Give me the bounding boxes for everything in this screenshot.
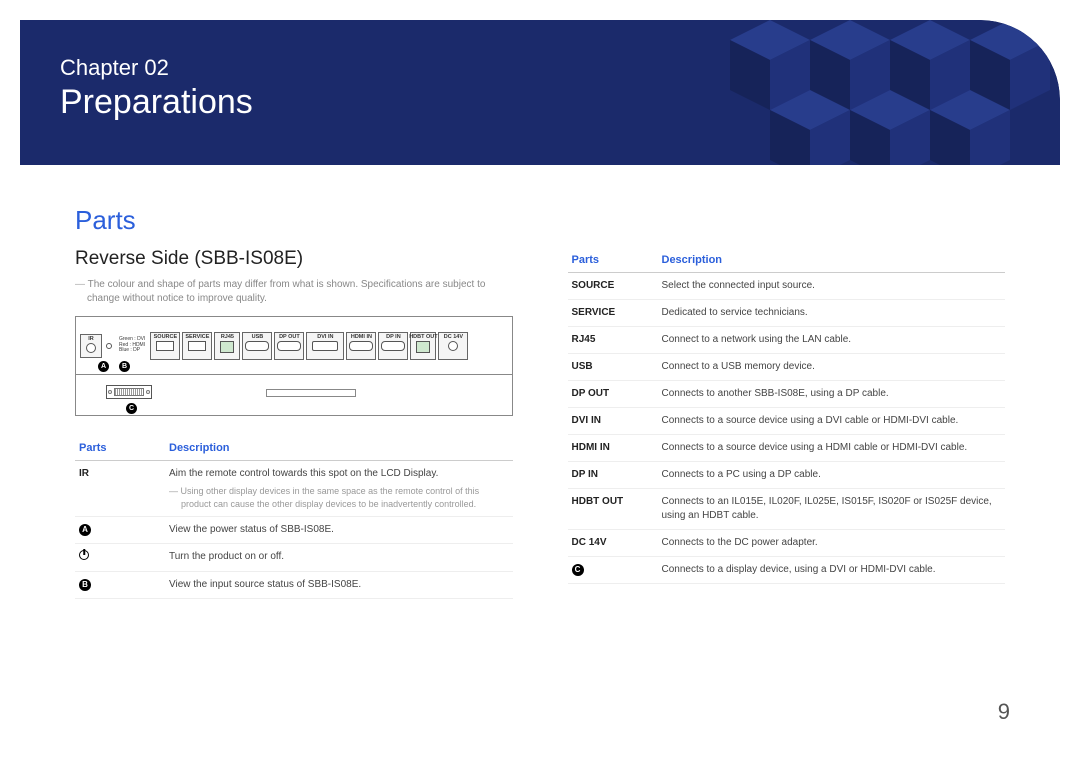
table-row: C Connects to a display device, using a D… — [568, 557, 1006, 584]
part-name: DP OUT — [568, 381, 658, 408]
col-header-desc: Description — [165, 436, 513, 461]
part-description: Connects to the DC power adapter. — [658, 530, 1006, 557]
table-row: HDMI INConnects to a source device using… — [568, 435, 1006, 462]
port-source: SOURCE — [150, 332, 180, 360]
table-row: SERVICEDedicated to service technicians. — [568, 300, 1006, 327]
table-row: SOURCESelect the connected input source. — [568, 273, 1006, 300]
part-description: Connect to a USB memory device. — [658, 354, 1006, 381]
left-column: Reverse Side (SBB-IS08E) The colour and … — [75, 248, 513, 599]
table-row: RJ45Connect to a network using the LAN c… — [568, 327, 1006, 354]
part-name: DC 14V — [568, 530, 658, 557]
port-dp-in: DP IN — [378, 332, 408, 360]
table-row: DC 14VConnects to the DC power adapter. — [568, 530, 1006, 557]
part-description: Connects to a source device using a DVI … — [658, 408, 1006, 435]
port-service: SERVICE — [182, 332, 212, 360]
part-name: DVI IN — [568, 408, 658, 435]
circle-B-icon: B — [79, 579, 91, 591]
page: Chapter 02 Preparations Parts Reverse Si… — [20, 20, 1060, 743]
callout-a: A — [98, 361, 109, 372]
circle-A-icon: A — [79, 524, 91, 536]
part-name: A — [75, 517, 165, 544]
part-name: HDBT OUT — [568, 489, 658, 530]
part-name: B — [75, 572, 165, 599]
part-name: DP IN — [568, 462, 658, 489]
port-hdmi-in: HDMI IN — [346, 332, 376, 360]
part-description: Connects to a display device, using a DV… — [658, 557, 1006, 584]
part-description: Select the connected input source. — [658, 273, 1006, 300]
table-row: HDBT OUTConnects to an IL015E, IL020F, I… — [568, 489, 1006, 530]
port-rj45: RJ45 — [214, 332, 240, 360]
port-dvi-in: DVI IN — [306, 332, 344, 360]
part-name: IR — [75, 461, 165, 517]
part-name: USB — [568, 354, 658, 381]
power-button-diagram — [104, 343, 114, 349]
part-name: SOURCE — [568, 273, 658, 300]
col-header-parts: Parts — [568, 248, 658, 273]
row-note: Using other display devices in the same … — [169, 485, 509, 510]
content-area: Parts Reverse Side (SBB-IS08E) The colou… — [20, 165, 1060, 599]
table-row: DP OUTConnects to another SBB-IS08E, usi… — [568, 381, 1006, 408]
right-parts-table: Parts Description SOURCESelect the conne… — [568, 248, 1006, 584]
part-description: View the input source status of SBB-IS08… — [165, 572, 513, 599]
part-name — [75, 544, 165, 572]
col-header-desc: Description — [658, 248, 1006, 273]
table-row: DVI INConnects to a source device using … — [568, 408, 1006, 435]
table-row: IRAim the remote control towards this sp… — [75, 461, 513, 517]
power-icon — [79, 550, 89, 560]
part-description: View the power status of SBB-IS08E. — [165, 517, 513, 544]
table-row: DP INConnects to a PC using a DP cable. — [568, 462, 1006, 489]
port-usb: USB — [242, 332, 272, 360]
part-description: Connects to another SBB-IS08E, using a D… — [658, 381, 1006, 408]
table-row: USBConnect to a USB memory device. — [568, 354, 1006, 381]
vent-slot — [266, 389, 356, 397]
device-diagram: IR Green : DVIRed : HDMIBlue : DPSOURCESE… — [75, 316, 513, 416]
page-number: 9 — [998, 699, 1010, 725]
port-dc-14v: DC 14V — [438, 332, 468, 360]
col-header-parts: Parts — [75, 436, 165, 461]
subheading: Reverse Side (SBB-IS08E) — [75, 248, 513, 270]
callout-b: B — [119, 361, 130, 372]
table-row: Turn the product on or off. — [75, 544, 513, 572]
part-description: Connects to a source device using a HDMI… — [658, 435, 1006, 462]
table-row: B View the input source status of SBB-IS0… — [75, 572, 513, 599]
part-description: Connects to a PC using a DP cable. — [658, 462, 1006, 489]
disclaimer-note: The colour and shape of parts may differ… — [75, 278, 513, 306]
part-name: HDMI IN — [568, 435, 658, 462]
port-dp-out: DP OUT — [274, 332, 304, 360]
hero-pattern — [690, 20, 1060, 165]
part-description: Connects to an IL015E, IL020F, IL025E, I… — [658, 489, 1006, 530]
table-row: A View the power status of SBB-IS08E. — [75, 517, 513, 544]
part-name: C — [568, 557, 658, 584]
port-hdbt-out: HDBT OUT — [410, 332, 436, 360]
part-name: RJ45 — [568, 327, 658, 354]
left-parts-table: Parts Description IRAim the remote contr… — [75, 436, 513, 599]
section-heading: Parts — [75, 205, 1005, 236]
circle-C-icon: C — [572, 564, 584, 576]
part-name: SERVICE — [568, 300, 658, 327]
part-description: Dedicated to service technicians. — [658, 300, 1006, 327]
port-ir: IR — [80, 334, 102, 358]
part-description: Turn the product on or off. — [165, 544, 513, 572]
callout-c: C — [126, 403, 137, 414]
part-description: Aim the remote control towards this spot… — [165, 461, 513, 517]
right-column: Parts Description SOURCESelect the conne… — [568, 248, 1006, 599]
chapter-hero: Chapter 02 Preparations — [20, 20, 1060, 165]
led-legend: Green : DVIRed : HDMIBlue : DP — [116, 335, 148, 356]
part-description: Connect to a network using the LAN cable… — [658, 327, 1006, 354]
